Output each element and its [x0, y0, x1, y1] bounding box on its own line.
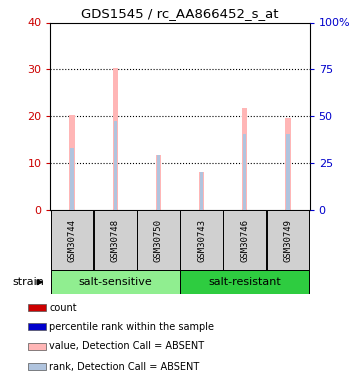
Text: GSM30743: GSM30743 — [197, 219, 206, 261]
Title: GDS1545 / rc_AA866452_s_at: GDS1545 / rc_AA866452_s_at — [81, 7, 279, 20]
Text: value, Detection Call = ABSENT: value, Detection Call = ABSENT — [49, 341, 204, 351]
Bar — [242, 108, 247, 210]
Bar — [200, 172, 203, 210]
Bar — [28, 343, 46, 350]
Bar — [243, 134, 246, 210]
Bar — [287, 134, 289, 210]
Bar — [266, 210, 310, 270]
Text: GSM30748: GSM30748 — [111, 219, 120, 261]
Text: GSM30750: GSM30750 — [154, 219, 163, 261]
Text: count: count — [49, 303, 77, 313]
Bar — [137, 210, 180, 270]
Bar — [94, 210, 137, 270]
Bar — [71, 148, 73, 210]
Bar — [50, 210, 94, 270]
Text: percentile rank within the sample: percentile rank within the sample — [49, 321, 215, 332]
Bar — [28, 323, 46, 330]
Bar — [28, 304, 46, 311]
Bar — [114, 121, 117, 210]
Bar — [157, 154, 160, 210]
Bar — [113, 68, 118, 210]
Text: strain: strain — [13, 277, 45, 287]
Bar — [69, 116, 75, 210]
Text: rank, Detection Call = ABSENT: rank, Detection Call = ABSENT — [49, 362, 200, 372]
Bar — [199, 172, 204, 210]
Text: salt-resistant: salt-resistant — [208, 277, 281, 287]
Text: GSM30746: GSM30746 — [240, 219, 249, 261]
Bar — [285, 118, 291, 210]
Bar — [180, 270, 310, 294]
Bar — [156, 154, 161, 210]
Text: GSM30744: GSM30744 — [68, 219, 76, 261]
Bar — [180, 210, 223, 270]
Bar — [50, 270, 180, 294]
Bar — [28, 363, 46, 370]
Text: salt-sensitive: salt-sensitive — [78, 277, 152, 287]
Bar — [223, 210, 266, 270]
Text: GSM30749: GSM30749 — [284, 219, 292, 261]
